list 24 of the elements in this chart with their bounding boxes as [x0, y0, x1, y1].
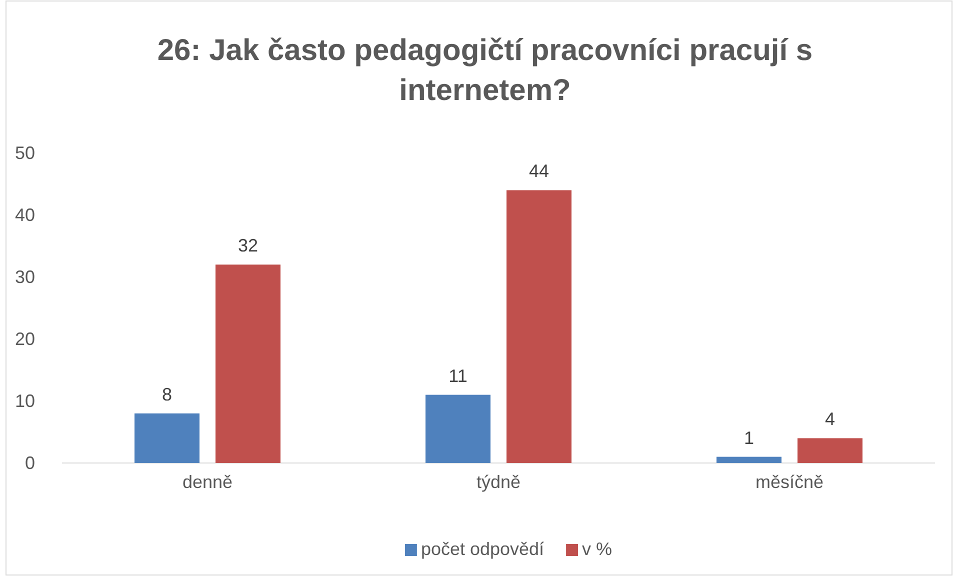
- data-label: 4: [824, 409, 836, 430]
- legend-label: počet odpovědí: [420, 539, 544, 559]
- bar: [506, 190, 572, 463]
- data-label: 8: [162, 384, 172, 404]
- y-tick-label: 50: [14, 142, 35, 163]
- data-label: 44: [528, 161, 550, 182]
- bar: [716, 456, 782, 463]
- x-tick-label: denně: [182, 472, 233, 492]
- data-label: 32: [238, 236, 258, 256]
- y-tick-label: 0: [24, 452, 35, 473]
- chart-title: 26: Jak často pedagogičtí pracovníci pracují s internetem?: [157, 34, 813, 107]
- x-tick-label: týdně: [476, 472, 521, 492]
- bar: [134, 413, 200, 463]
- y-tick-label: 30: [14, 266, 35, 287]
- data-label: 11: [448, 366, 468, 386]
- y-tick-label: 20: [14, 328, 35, 349]
- bar: [798, 438, 862, 463]
- y-tick-label: 10: [14, 390, 35, 411]
- y-tick-label: 40: [14, 204, 35, 225]
- bar: [216, 264, 280, 463]
- x-tick-label: měsíčně: [755, 472, 824, 492]
- bar: [426, 394, 490, 463]
- data-label: 1: [744, 428, 754, 448]
- legend-label: v %: [582, 539, 612, 559]
